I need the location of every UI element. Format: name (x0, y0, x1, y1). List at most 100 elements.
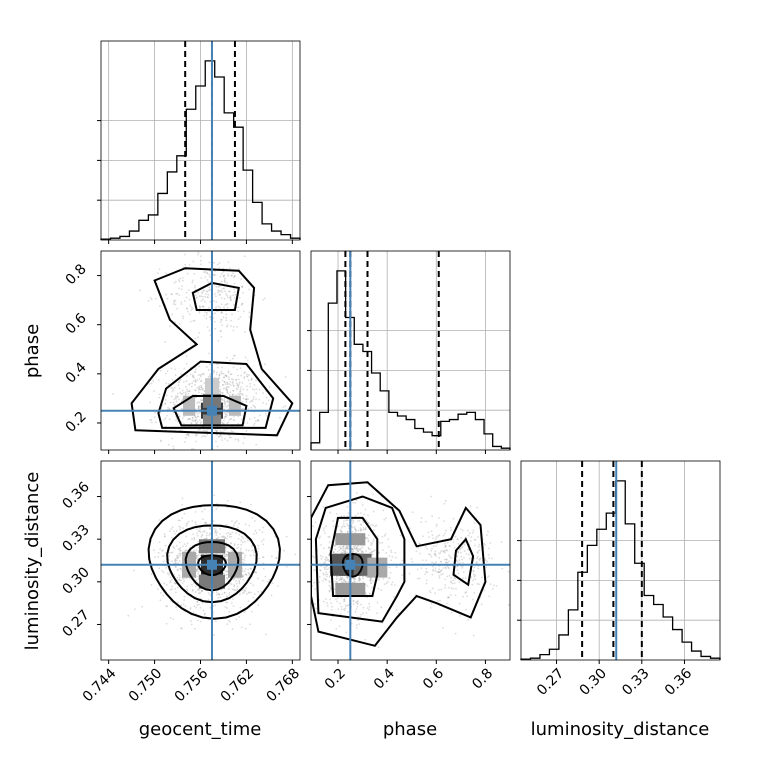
sample-point (244, 523, 247, 526)
sample-point (180, 288, 183, 291)
sample-point (341, 577, 344, 580)
sample-point (370, 577, 372, 579)
sample-point (244, 371, 246, 374)
sample-point (184, 394, 187, 397)
sample-point (361, 504, 364, 506)
sample-point (238, 296, 241, 299)
sample-point (197, 415, 200, 418)
sample-point (220, 336, 223, 338)
panel-phase-hist (307, 250, 511, 454)
sample-point (257, 604, 260, 607)
sample-point (450, 581, 453, 584)
sample-point (171, 560, 174, 563)
sample-point (379, 542, 381, 544)
sample-point (365, 592, 367, 595)
sample-point (365, 536, 367, 539)
sample-point (224, 547, 227, 550)
sample-point (229, 295, 232, 297)
sample-point (428, 589, 431, 592)
sample-point (158, 567, 161, 570)
sample-point (214, 530, 217, 533)
contour-level-4 (452, 537, 475, 587)
sample-point (233, 282, 236, 285)
sample-point (214, 531, 217, 534)
sample-point (149, 419, 152, 422)
sample-point (214, 273, 217, 276)
sample-point (366, 584, 369, 587)
sample-point (175, 395, 177, 398)
sample-point (225, 313, 228, 316)
sample-point (226, 388, 228, 391)
sample-point (255, 388, 258, 390)
sample-point (216, 594, 218, 596)
sample-point (209, 373, 212, 376)
sample-point (271, 582, 274, 585)
sample-point (203, 390, 205, 392)
sample-point (200, 277, 203, 279)
sample-point (345, 575, 348, 578)
sample-point (239, 501, 242, 504)
sample-point (199, 428, 201, 431)
sample-point (284, 376, 287, 378)
sample-point (446, 561, 449, 564)
sample-point (149, 401, 152, 404)
sample-point (166, 605, 168, 608)
sample-point (200, 536, 203, 538)
sample-point (284, 405, 287, 407)
sample-point (200, 388, 202, 391)
sample-point (185, 549, 188, 552)
panel-distance-vs-phase-layer: 0.2 0.4 0.6 0.8 (307, 460, 511, 693)
sample-point (451, 582, 454, 585)
sample-point (225, 595, 228, 598)
sample-point (395, 566, 398, 569)
y-tick-label-luminosity_distance-3: 0.36 (59, 479, 92, 512)
sample-point (182, 603, 185, 606)
sample-point (194, 419, 196, 422)
sample-point (197, 407, 200, 410)
sample-point (501, 567, 504, 570)
sample-point (268, 578, 271, 581)
sample-point (450, 529, 453, 532)
sample-point (326, 559, 328, 562)
sample-point (254, 406, 257, 409)
sample-point (395, 609, 398, 611)
sample-point (277, 585, 279, 587)
sample-point (215, 534, 218, 537)
sample-point (472, 634, 475, 637)
sample-point (228, 436, 231, 439)
sample-point (225, 375, 228, 378)
sample-point (162, 571, 165, 574)
sample-point (169, 581, 172, 584)
sample-point (369, 578, 372, 580)
sample-point (187, 392, 190, 395)
sample-point (159, 592, 162, 594)
sample-point (325, 568, 328, 571)
histogram-luminosity_distance (520, 480, 721, 660)
sample-point (205, 366, 208, 368)
sample-point (366, 520, 369, 523)
sample-point (262, 298, 264, 301)
sample-point (261, 556, 264, 559)
sample-point (249, 382, 252, 385)
sample-point (171, 390, 174, 393)
sample-point (188, 452, 190, 454)
sample-point (483, 542, 485, 545)
sample-point (195, 579, 198, 582)
sample-point (251, 400, 254, 403)
sample-point (245, 401, 248, 403)
sample-point (174, 396, 177, 399)
sample-point (193, 538, 196, 541)
sample-point (196, 604, 199, 607)
sample-point (255, 392, 258, 395)
sample-point (438, 568, 440, 571)
sample-point (235, 618, 238, 621)
sample-point (444, 499, 447, 502)
sample-point (236, 588, 239, 590)
sample-point (199, 620, 202, 623)
sample-point (180, 373, 182, 375)
sample-point (193, 605, 196, 608)
sample-point (197, 572, 199, 575)
sample-point (216, 291, 219, 294)
sample-point (328, 560, 330, 563)
sample-point (249, 385, 252, 388)
